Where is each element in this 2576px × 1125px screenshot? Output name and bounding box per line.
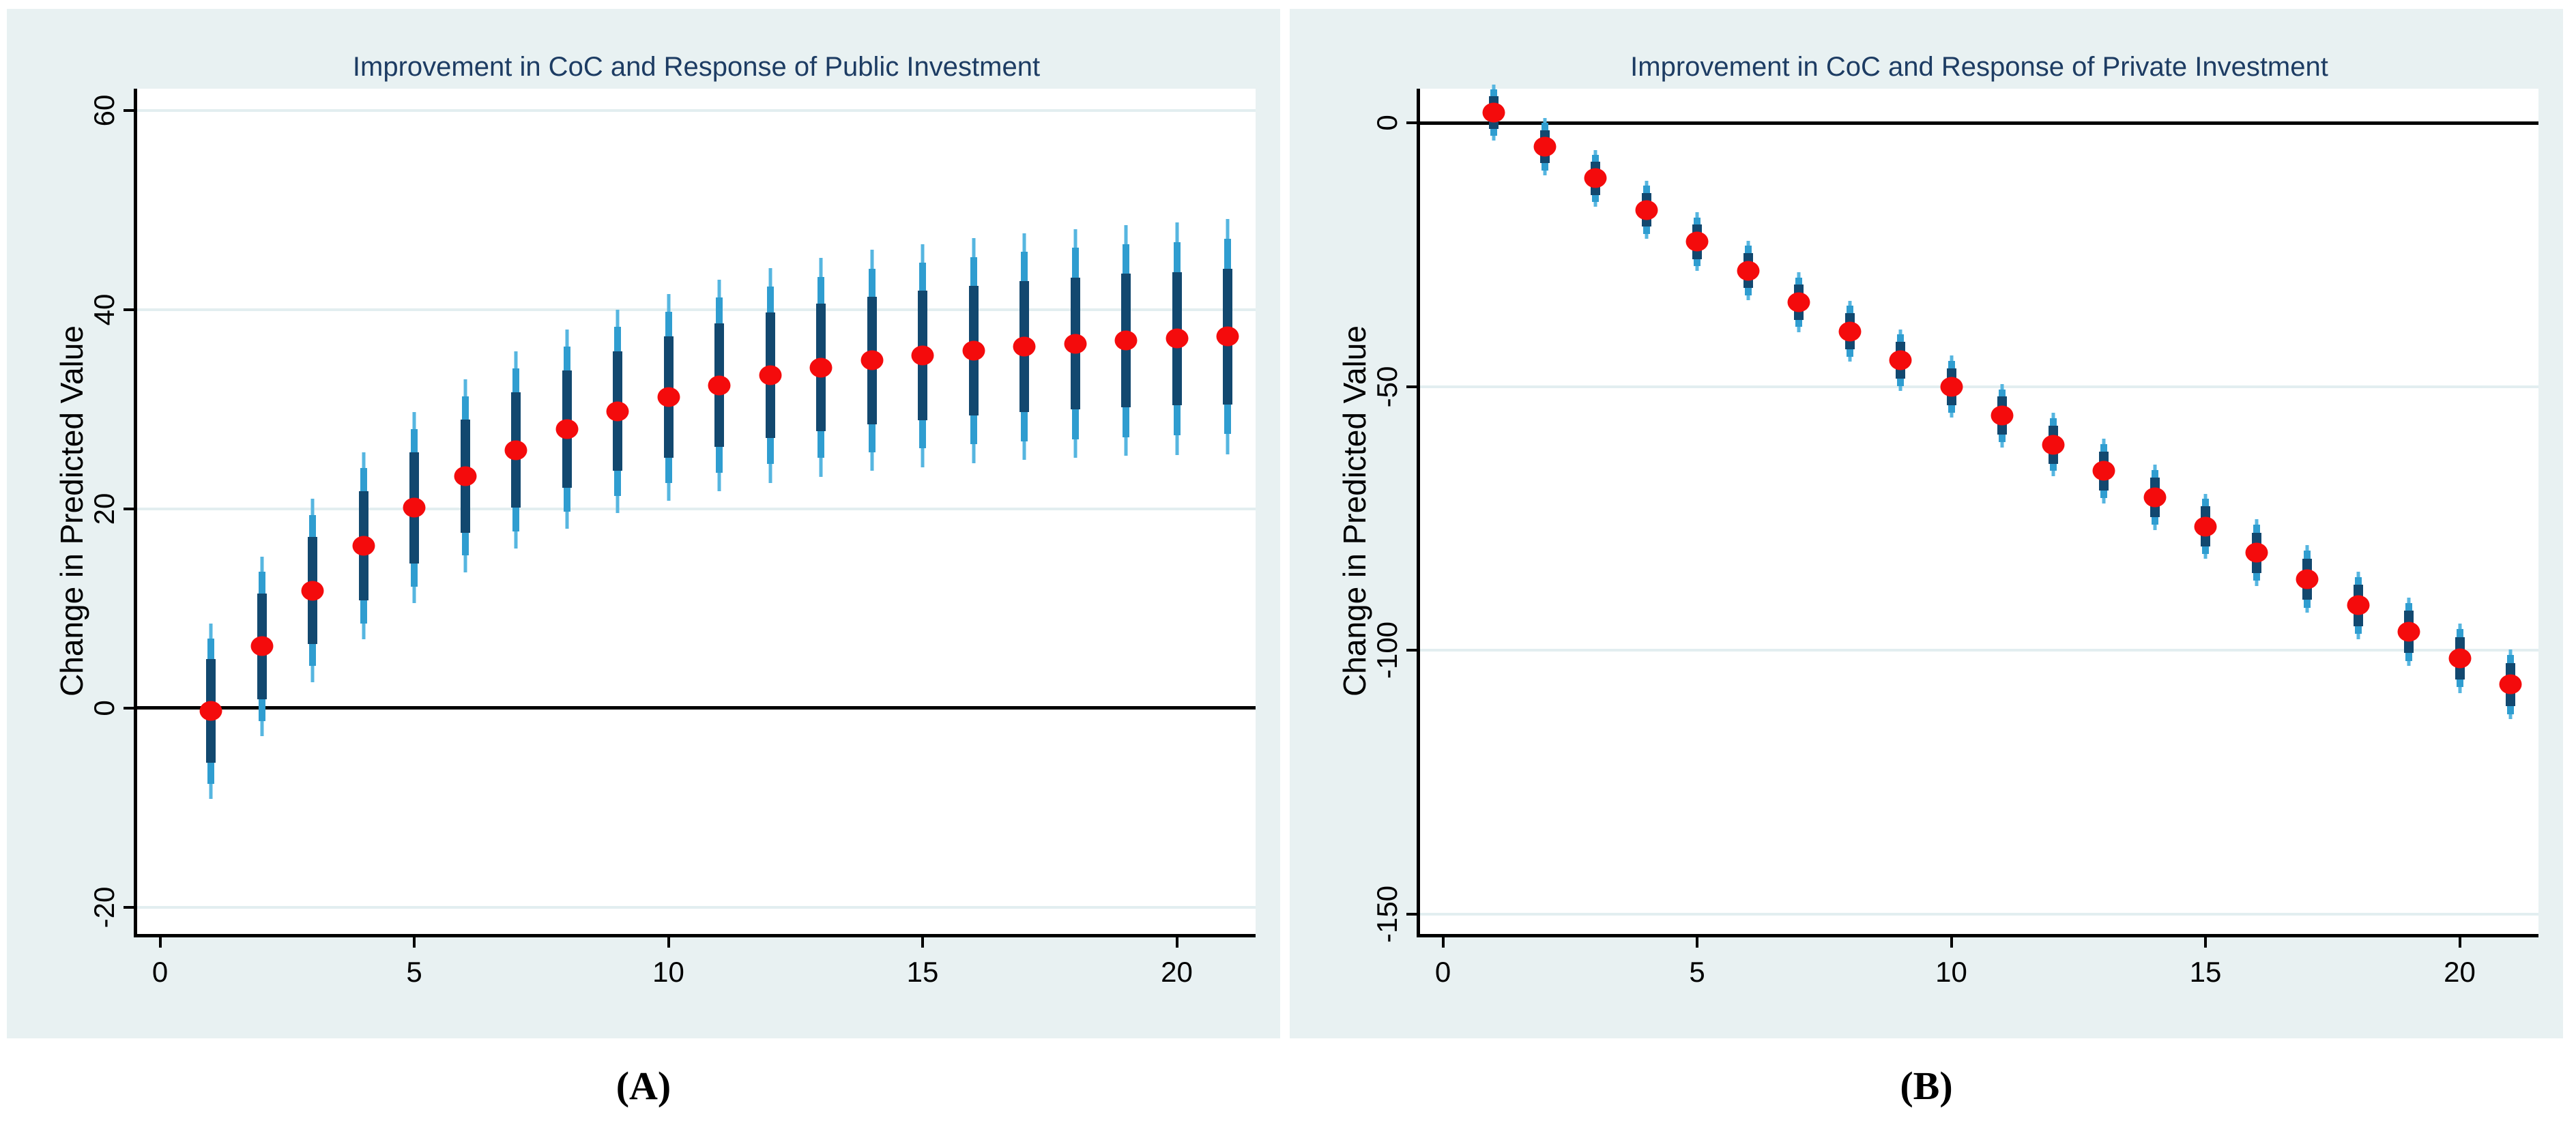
point-marker <box>1166 328 1189 349</box>
point-marker <box>2245 542 2268 563</box>
point-marker <box>1584 168 1607 188</box>
x-tick-label: 10 <box>1935 956 1967 988</box>
y-tick-40 <box>124 308 137 311</box>
y-tick--100 <box>1406 649 1420 652</box>
point-marker <box>1685 231 1709 252</box>
x-tick-10 <box>667 934 670 948</box>
x-tick-label: 0 <box>1434 956 1451 988</box>
x-tick-label: 5 <box>1689 956 1705 988</box>
panel-private-investment: Improvement in CoC and Response of Priva… <box>1290 9 2563 1108</box>
point-marker <box>1787 292 1810 312</box>
gridline-y--150 <box>1420 912 2538 916</box>
point-marker <box>1013 336 1036 357</box>
point-marker <box>2499 674 2522 695</box>
point-marker <box>1737 261 1760 281</box>
point-marker <box>1482 102 1505 123</box>
point-marker <box>1533 136 1557 157</box>
x-tick-label: 20 <box>2444 956 2476 988</box>
plot-area <box>1420 84 2538 934</box>
point-marker <box>2347 595 2370 615</box>
point-marker <box>504 440 527 461</box>
point-marker <box>1991 405 2014 426</box>
point-marker <box>911 345 934 366</box>
x-tick-label: 10 <box>652 956 684 988</box>
x-tick-label: 5 <box>406 956 422 988</box>
point-marker <box>657 387 680 407</box>
x-tick-15 <box>921 934 925 948</box>
zero-reference-line <box>137 706 1256 710</box>
point-marker <box>1064 334 1087 354</box>
gridline-y--50 <box>1420 385 2538 388</box>
point-marker <box>1838 321 1862 342</box>
gridline-y--100 <box>1420 649 2538 652</box>
point-marker <box>454 466 477 486</box>
point-marker <box>809 357 833 378</box>
panel-caption: (B) <box>1900 1064 1953 1108</box>
y-tick-0 <box>1406 121 1420 125</box>
x-tick-label: 20 <box>1161 956 1193 988</box>
point-marker <box>2296 569 2319 589</box>
x-tick-5 <box>1696 934 1699 948</box>
point-marker <box>250 636 274 656</box>
y-axis-title-text: Change in Predicted Value <box>1337 325 1372 697</box>
gridline-y-40 <box>137 308 1256 311</box>
gridline-y-20 <box>137 507 1256 510</box>
chart-title: Improvement in CoC and Response of Publi… <box>352 52 1041 82</box>
point-marker <box>1635 200 1658 220</box>
point-marker <box>962 340 985 361</box>
gridline-y-60 <box>137 109 1256 113</box>
y-axis-line <box>1417 89 1420 937</box>
point-marker <box>860 350 884 370</box>
point-marker <box>555 419 579 439</box>
x-axis-line <box>134 934 1256 937</box>
x-tick-20 <box>1175 934 1178 948</box>
point-marker <box>2397 622 2420 642</box>
y-axis-title-text: Change in Predicted Value <box>54 325 89 697</box>
chart-title: Improvement in CoC and Response of Priva… <box>1630 52 2328 82</box>
point-marker <box>1940 377 1963 397</box>
point-marker <box>708 375 731 396</box>
gridline-y--20 <box>137 905 1256 909</box>
y-tick--50 <box>1406 385 1420 388</box>
point-marker <box>2448 648 2472 669</box>
x-tick-10 <box>1950 934 1953 948</box>
point-marker <box>199 701 222 721</box>
x-tick-20 <box>2458 934 2461 948</box>
zero-reference-line <box>1420 121 2538 125</box>
y-axis-line <box>134 89 137 937</box>
x-tick-0 <box>1441 934 1445 948</box>
point-marker <box>1216 326 1239 347</box>
y-tick--20 <box>124 905 137 909</box>
y-tick-20 <box>124 507 137 510</box>
x-tick-0 <box>158 934 162 948</box>
panel-public-investment: Improvement in CoC and Response of Publi… <box>7 9 1280 1108</box>
point-marker <box>759 365 782 385</box>
x-tick-5 <box>413 934 416 948</box>
point-marker <box>1114 330 1138 351</box>
panel-caption: (A) <box>616 1064 671 1108</box>
point-marker <box>352 536 375 556</box>
plot-area <box>137 89 1256 934</box>
x-tick-label: 15 <box>906 956 939 988</box>
y-tick--150 <box>1406 912 1420 916</box>
x-tick-label: 15 <box>2189 956 2222 988</box>
point-marker <box>606 401 629 422</box>
point-marker <box>403 497 426 518</box>
point-marker <box>1889 350 1912 370</box>
point-marker <box>2143 487 2167 508</box>
point-marker <box>301 581 324 601</box>
x-tick-label: 0 <box>151 956 169 988</box>
y-tick-60 <box>124 109 137 113</box>
point-marker <box>2042 435 2065 455</box>
y-tick-0 <box>124 706 137 710</box>
point-marker <box>2092 461 2115 481</box>
x-axis-line <box>1417 934 2538 937</box>
x-tick-15 <box>2204 934 2208 948</box>
point-marker <box>2194 516 2217 537</box>
